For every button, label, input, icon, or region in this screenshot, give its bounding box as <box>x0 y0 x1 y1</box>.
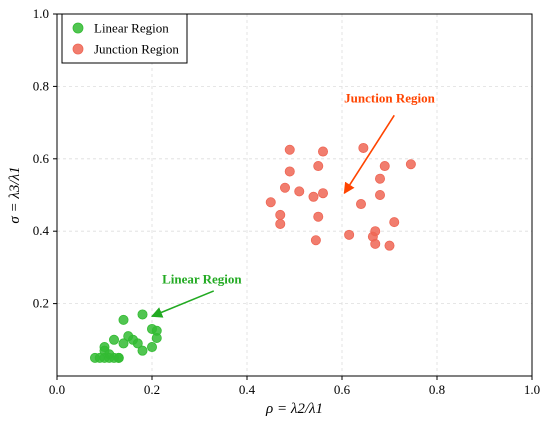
annotation-label: Junction Region <box>344 91 435 106</box>
data-point <box>118 338 129 349</box>
legend-box <box>61 13 188 64</box>
y-tick-label: 0.8 <box>33 78 49 93</box>
data-point <box>146 342 157 353</box>
data-points <box>90 142 416 363</box>
axis-ticks: 0.0 0.2 0.4 0.6 0.8 1.0 0.2 0.4 0.6 0.8 1.0 <box>33 6 540 397</box>
data-point <box>275 218 286 229</box>
legend-label: Linear Region <box>94 21 169 36</box>
data-point <box>118 314 129 325</box>
data-point <box>374 189 385 200</box>
data-point <box>389 217 400 228</box>
y-tick-label: 1.0 <box>33 6 49 21</box>
data-point <box>310 235 321 246</box>
annotation-arrow <box>343 114 395 195</box>
legend-label: Junction Region <box>94 42 179 57</box>
data-point <box>313 161 324 172</box>
legend-marker <box>72 22 84 34</box>
data-point <box>104 349 115 360</box>
grid <box>56 13 533 376</box>
y-axis-label: σ = λ3/λ1 <box>7 166 23 223</box>
data-point <box>317 146 328 157</box>
data-point <box>384 240 395 251</box>
data-point <box>137 345 148 356</box>
data-point <box>279 182 290 193</box>
data-point <box>137 309 148 320</box>
data-point <box>317 188 328 199</box>
x-tick-label: 0.0 <box>49 382 65 397</box>
data-point <box>370 238 381 249</box>
annotation-label: Linear Region <box>162 272 242 287</box>
data-point <box>109 334 120 345</box>
data-point <box>132 338 143 349</box>
data-point <box>370 226 381 237</box>
data-point <box>265 197 276 208</box>
x-axis-label: ρ = λ2/λ1 <box>265 401 323 417</box>
data-point <box>275 209 286 220</box>
data-point <box>358 142 369 153</box>
x-tick-label: 0.6 <box>334 382 351 397</box>
data-point <box>113 352 124 363</box>
data-point <box>151 332 162 343</box>
data-point <box>284 144 295 155</box>
data-point <box>284 166 295 177</box>
annotation-arrow <box>150 290 215 318</box>
data-point <box>405 159 416 170</box>
data-point <box>308 191 319 202</box>
plot-frame <box>56 13 533 377</box>
data-point <box>379 161 390 172</box>
y-tick-label: 0.2 <box>33 296 49 311</box>
legend: Linear Region Junction Region <box>61 13 188 64</box>
y-tick-label: 0.4 <box>33 223 50 238</box>
y-tick-label: 0.6 <box>33 151 50 166</box>
data-point <box>99 342 110 353</box>
x-tick-label: 0.4 <box>239 382 256 397</box>
x-tick-label: 0.2 <box>144 382 160 397</box>
x-tick-label: 1.0 <box>524 382 540 397</box>
annotations: Junction Region Linear Region <box>150 91 436 318</box>
x-tick-label: 0.8 <box>429 382 445 397</box>
data-point <box>344 229 355 240</box>
data-point <box>313 211 324 222</box>
data-point <box>355 199 366 210</box>
legend-marker <box>72 43 84 55</box>
data-point <box>294 186 305 197</box>
data-point <box>374 173 385 184</box>
